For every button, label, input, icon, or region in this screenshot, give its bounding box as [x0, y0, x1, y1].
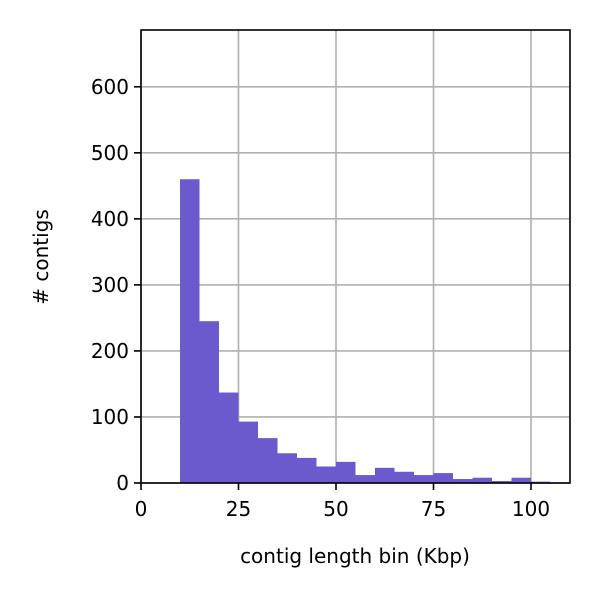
bar — [375, 467, 395, 483]
x-tick-label: 25 — [226, 497, 251, 521]
bar — [472, 477, 492, 483]
bar — [433, 473, 453, 483]
bar — [297, 457, 317, 483]
bar — [219, 392, 239, 483]
y-tick-label: 100 — [91, 405, 129, 429]
bar — [453, 479, 473, 483]
x-tick-label: 50 — [323, 497, 348, 521]
y-tick-label: 600 — [91, 75, 129, 99]
y-tick-label: 400 — [91, 207, 129, 231]
bar — [180, 179, 200, 483]
x-tick-label: 100 — [512, 497, 550, 521]
y-tick-label: 0 — [116, 471, 129, 495]
x-axis-label: contig length bin (Kbp) — [240, 544, 470, 568]
bar — [258, 438, 278, 483]
bar — [394, 471, 414, 483]
bar — [511, 477, 531, 483]
bar — [277, 453, 297, 483]
bar — [414, 475, 434, 483]
bar — [238, 421, 258, 483]
y-tick-label: 500 — [91, 141, 129, 165]
bar — [316, 466, 336, 483]
bar — [355, 475, 375, 483]
x-tick-label: 0 — [135, 497, 148, 521]
x-tick-label: 75 — [421, 497, 446, 521]
bar — [336, 461, 356, 483]
bar — [199, 321, 219, 483]
y-tick-label: 200 — [91, 339, 129, 363]
y-tick-label: 300 — [91, 273, 129, 297]
y-axis-label: # contigs — [29, 209, 53, 305]
bar — [492, 481, 512, 483]
plot-frame — [140, 29, 571, 484]
